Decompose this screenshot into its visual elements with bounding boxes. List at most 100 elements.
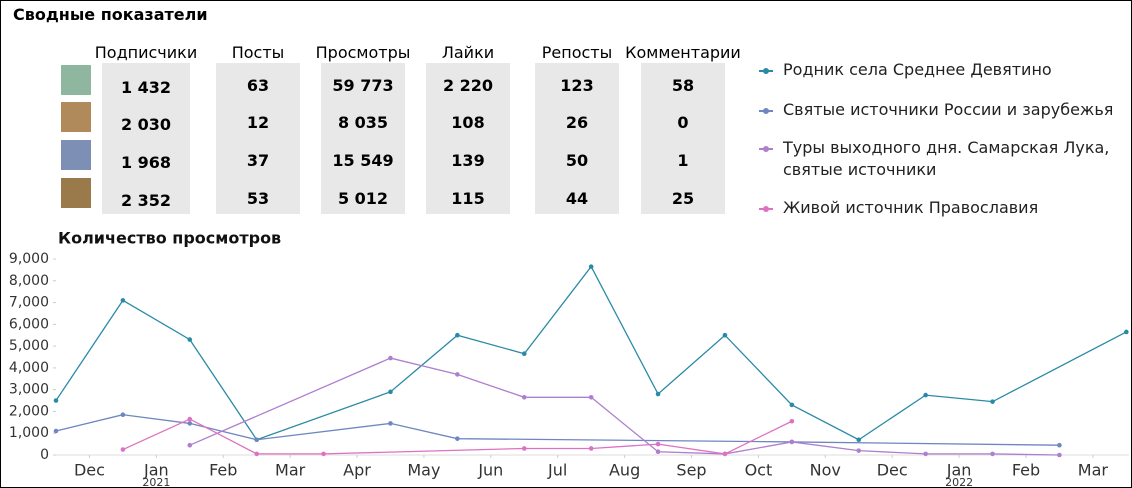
point	[120, 412, 126, 418]
point	[120, 298, 126, 303]
row-thumbnail	[61, 102, 91, 132]
point	[856, 437, 862, 443]
x-tick-label: Mar	[1078, 461, 1109, 480]
legend-label: Живой источник Православия	[783, 198, 1039, 217]
table-cell: 115	[426, 176, 510, 214]
y-tick-label: 4,000	[9, 360, 49, 376]
point	[388, 421, 393, 426]
x-tick-label: Jul	[547, 461, 567, 480]
x-tick-year: 2022	[945, 476, 973, 487]
point	[388, 355, 393, 361]
column-header: Посты	[231, 43, 285, 62]
table-cell: 53	[216, 176, 300, 214]
table-cell: 8 035	[321, 100, 405, 138]
legend-label: Родник села Среднее Девятино	[783, 60, 1052, 79]
table-cell: 25	[641, 176, 725, 214]
table-cell: 63	[216, 63, 300, 101]
point	[856, 448, 862, 453]
y-tick-label: 9,000	[9, 251, 49, 267]
point	[521, 394, 527, 400]
table-cell: 59 773	[321, 63, 405, 101]
point	[455, 372, 460, 377]
table-cell: 12	[216, 100, 300, 138]
x-tick-label: Mar	[275, 461, 306, 480]
series-line	[55, 265, 1127, 441]
table-cell: 123	[535, 63, 619, 101]
point	[53, 428, 59, 434]
point	[722, 451, 728, 457]
point	[923, 451, 928, 457]
point	[655, 391, 661, 397]
row-thumbnail	[61, 140, 91, 170]
legend-dot	[763, 146, 769, 152]
row-thumbnail	[61, 65, 91, 95]
x-tick-label: Apr	[343, 461, 371, 480]
point	[1057, 442, 1062, 448]
column-header: Подписчики	[94, 43, 198, 62]
table-cell: 1 432	[102, 63, 190, 101]
row-thumbnail	[61, 178, 91, 208]
x-tick-label: Nov	[810, 461, 841, 480]
legend-label: Туры выходного дня. Самарская Лука, свят…	[783, 138, 1110, 179]
y-tick-label: 3,000	[9, 382, 49, 398]
point	[588, 446, 594, 451]
series-line	[55, 414, 1060, 446]
table-cell: 2 030	[102, 100, 190, 138]
legend-label: Святые источники России и зарубежья	[783, 100, 1114, 119]
table-cell: 108	[426, 100, 510, 138]
dashboard-title: Сводные показатели	[13, 5, 208, 24]
x-tick-label: Feb	[209, 461, 237, 480]
column-header: Репосты	[541, 43, 613, 62]
point	[187, 416, 193, 422]
y-tick-label: 1,000	[9, 425, 49, 441]
point	[588, 264, 594, 269]
chart-title: Количество просмотров	[58, 229, 281, 248]
point	[1124, 329, 1129, 335]
x-tick-year: 2021	[142, 476, 170, 487]
table-cell: 58	[641, 63, 725, 101]
point	[923, 392, 928, 398]
x-tick-label: Oct	[745, 461, 773, 480]
column-header: Просмотры	[315, 43, 411, 62]
series-line	[189, 357, 1060, 456]
point	[655, 449, 661, 455]
table-cell: 5 012	[321, 176, 405, 214]
point	[455, 332, 460, 338]
y-tick-label: 5,000	[9, 338, 49, 354]
table-cell: 2 352	[102, 176, 190, 214]
x-tick-label: Feb	[1012, 461, 1040, 480]
column-header: Лайки	[441, 43, 495, 62]
legend-dot	[763, 108, 769, 114]
table-cell: 1	[641, 138, 725, 176]
x-tick-label: Aug	[609, 461, 640, 480]
x-tick-label: Jan	[946, 461, 972, 480]
table-cell: 0	[641, 100, 725, 138]
x-tick-label: Sep	[676, 461, 706, 480]
point	[789, 402, 795, 408]
point	[120, 447, 126, 452]
y-tick-label: 2,000	[9, 403, 49, 419]
point	[187, 337, 193, 342]
table-cell: 2 220	[426, 63, 510, 101]
table-cell: 37	[216, 138, 300, 176]
y-tick-label: 7,000	[9, 295, 49, 311]
point	[455, 436, 460, 441]
point	[789, 418, 795, 424]
point	[521, 351, 527, 357]
y-tick-label: 8,000	[9, 273, 49, 289]
point	[722, 332, 728, 338]
table-cell: 15 549	[321, 138, 405, 176]
point	[53, 398, 59, 403]
point	[254, 437, 259, 443]
point	[789, 439, 795, 445]
legend-dot	[763, 206, 769, 212]
table-cell: 44	[535, 176, 619, 214]
point	[187, 421, 193, 426]
point	[990, 399, 995, 404]
point	[1057, 452, 1062, 458]
table-cell: 139	[426, 138, 510, 176]
y-tick-label: 0	[40, 447, 49, 463]
point	[388, 389, 393, 395]
